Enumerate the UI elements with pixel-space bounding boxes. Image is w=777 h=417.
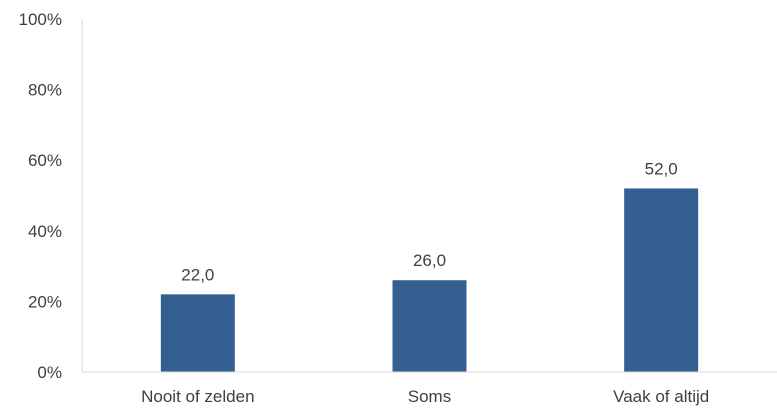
x-axis: Nooit of zelden Soms Vaak of altijd — [82, 371, 777, 406]
data-labels: 22,0 26,0 52,0 — [181, 159, 677, 284]
y-tick-label: 60% — [28, 151, 62, 170]
x-tick-label: Soms — [408, 387, 451, 406]
y-tick-label: 80% — [28, 81, 62, 100]
bar — [624, 188, 699, 372]
y-tick-label: 100% — [19, 10, 62, 29]
y-tick-label: 20% — [28, 292, 62, 311]
data-label: 52,0 — [645, 159, 678, 178]
bars — [160, 188, 699, 372]
data-label: 22,0 — [181, 265, 214, 284]
x-tick-label: Nooit of zelden — [141, 387, 254, 406]
data-label: 26,0 — [413, 251, 446, 270]
x-tick-label: Vaak of altijd — [613, 387, 709, 406]
bar — [392, 280, 467, 372]
y-tick-label: 0% — [37, 363, 62, 382]
bar — [160, 294, 235, 372]
y-tick-label: 40% — [28, 222, 62, 241]
y-axis: 0% 20% 40% 60% 80% 100% — [19, 10, 83, 382]
